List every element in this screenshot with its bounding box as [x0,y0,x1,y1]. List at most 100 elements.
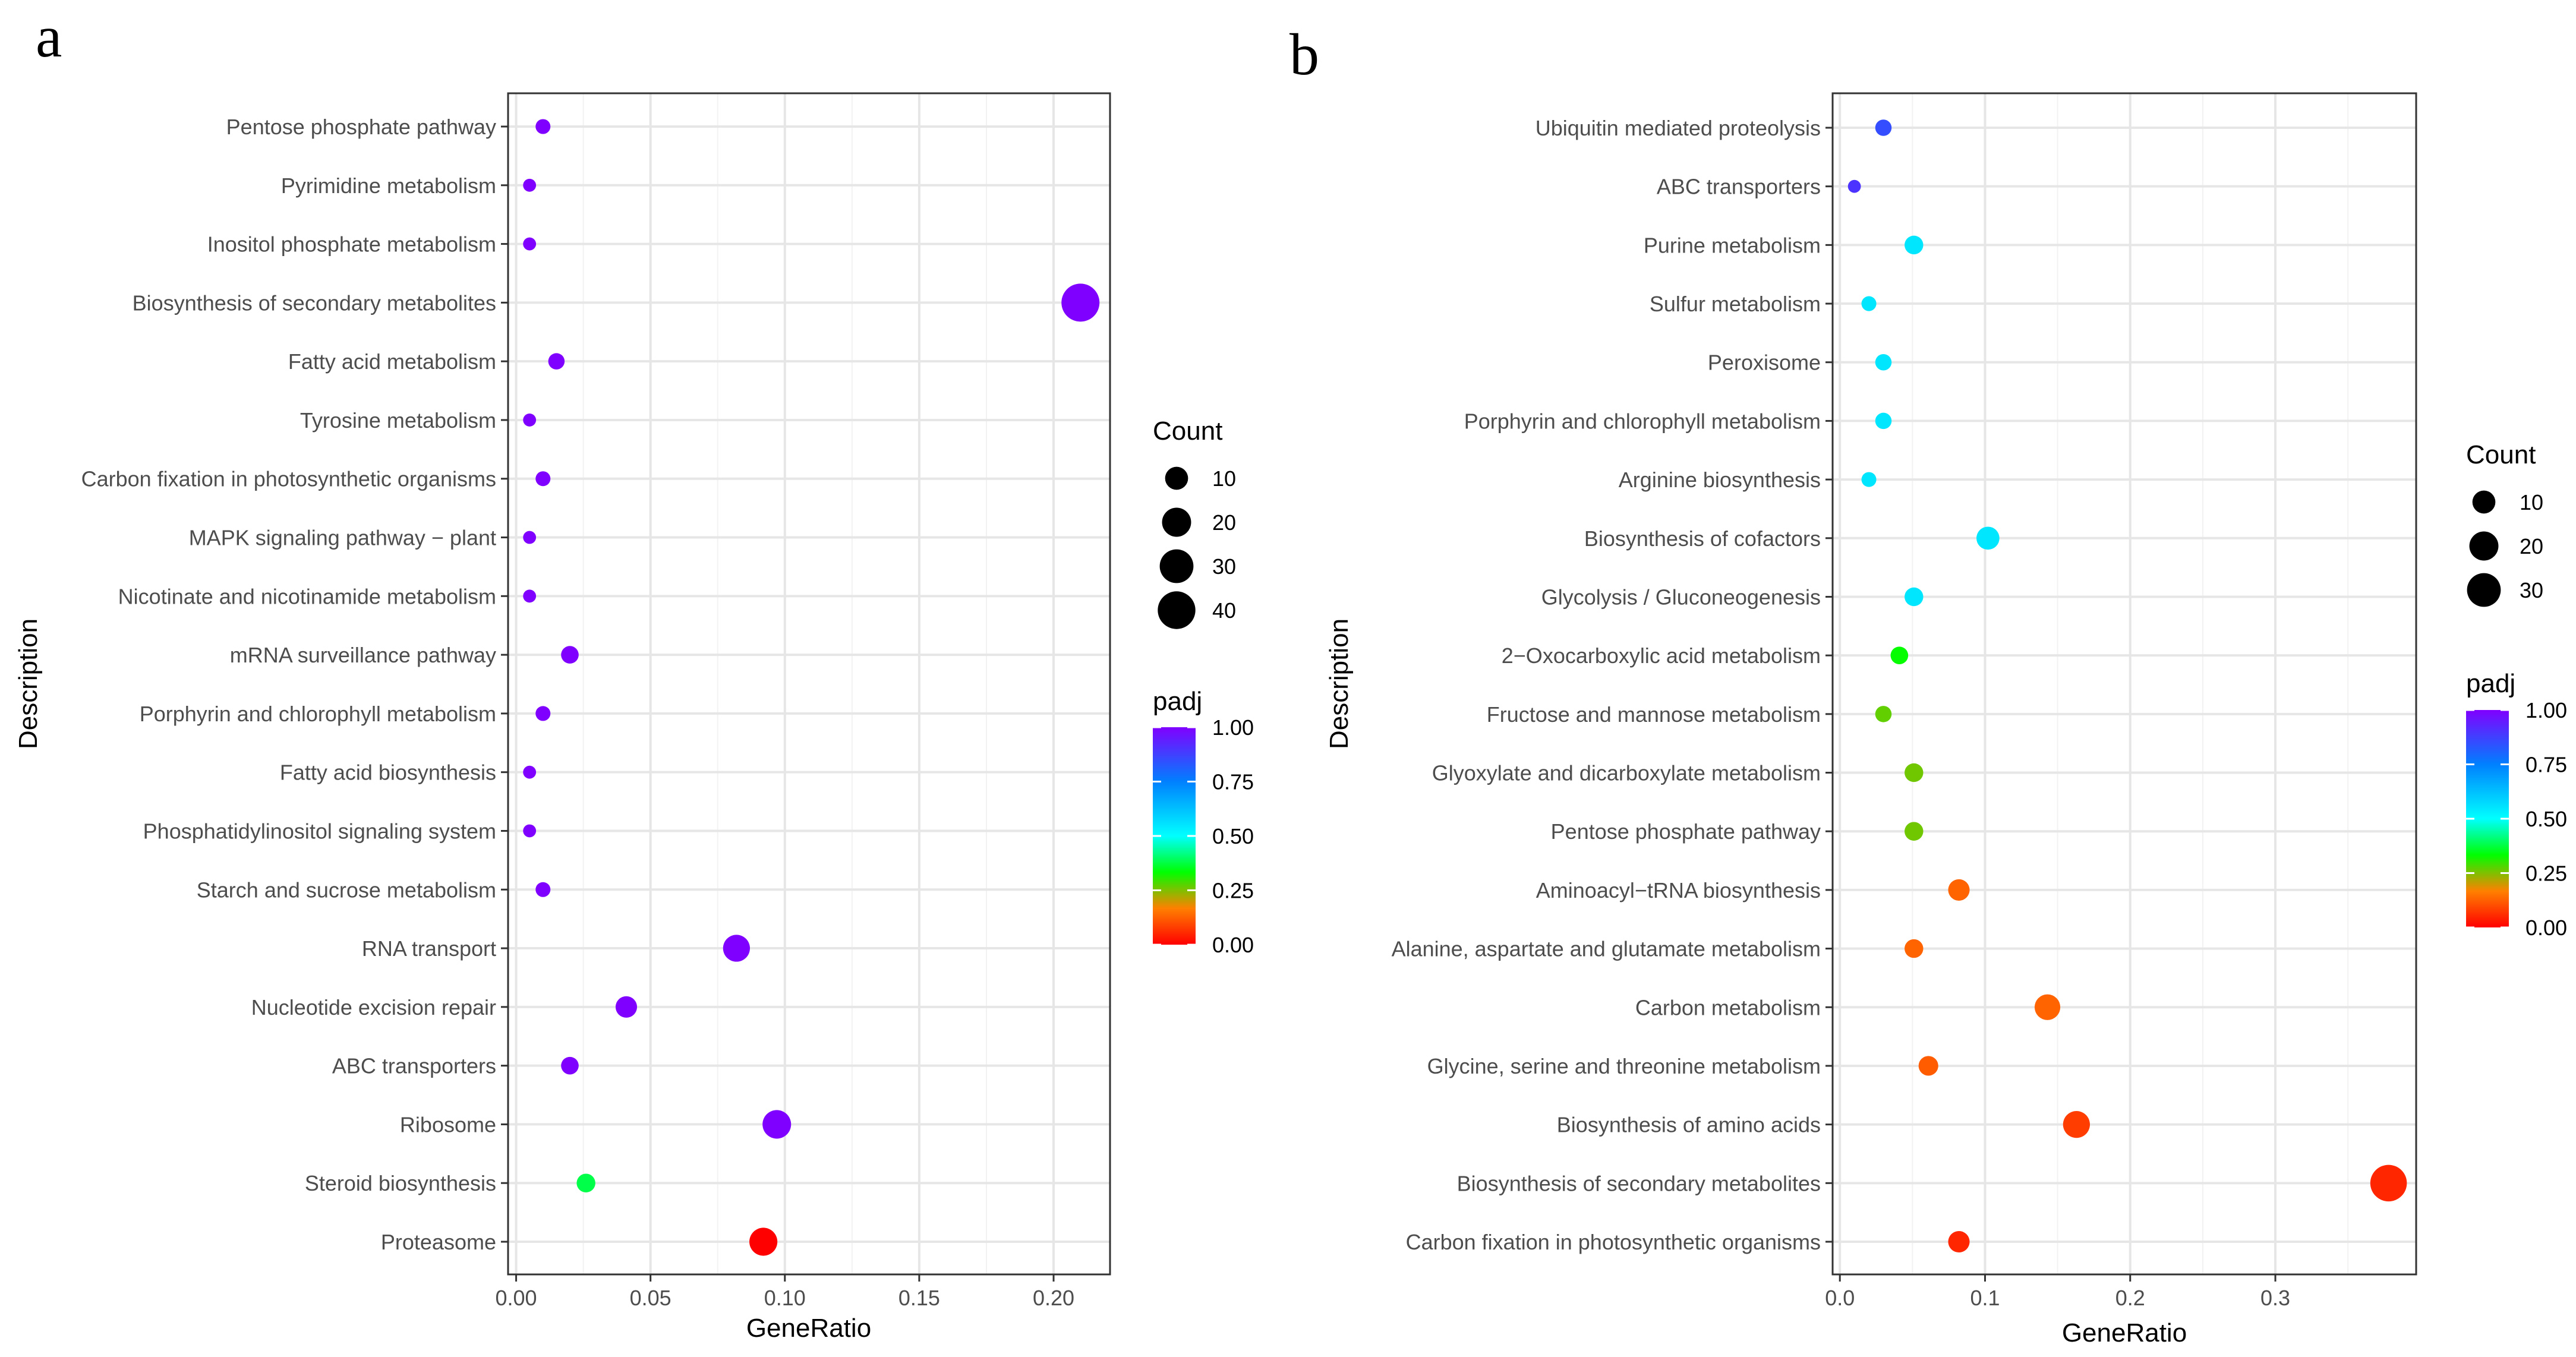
panel-b-x-ticks: 0.0 0.1 0.2 0.3 [1825,1274,2290,1310]
size-legend-dot [1165,466,1188,490]
category-label: Pentose phosphate pathway [226,115,496,139]
data-point [548,353,565,370]
data-point [2370,1165,2407,1202]
category-label: Pentose phosphate pathway [1551,819,1821,844]
category-label: Carbon metabolism [1635,995,1821,1020]
panel-b-x-axis-title: GeneRatio [2062,1318,2187,1347]
category-label: Aminoacyl−tRNA biosynthesis [1536,878,1821,902]
x-tick-label: 0.3 [2260,1286,2290,1310]
category-label: Ubiquitin mediated proteolysis [1535,116,1821,140]
data-point [1847,179,1861,193]
panel-b-size-legend: 10 20 30 [2467,490,2543,607]
data-point [1905,822,1924,841]
data-point [749,1227,778,1256]
size-legend-label: 30 [2520,578,2543,602]
panel-a-gridlines [508,93,1110,1274]
panel-a-x-ticks: 0.00 0.05 0.10 0.15 0.20 [496,1274,1074,1310]
panel-a-color-legend-title: padj [1153,687,1202,716]
category-label: Ribosome [400,1112,496,1137]
panel-b-colorbar-ticks: 0.00 0.25 0.50 0.75 1.00 [2466,698,2567,940]
panel-b-dots [1847,119,2407,1253]
colorbar-label: 0.75 [1212,770,1254,794]
data-point [523,237,537,251]
data-point [535,119,551,134]
data-point [1976,526,2000,550]
size-legend-label: 20 [2520,534,2543,558]
category-label: Glycolysis / Gluconeogenesis [1541,585,1821,609]
data-point [615,996,638,1018]
size-legend-dot [1162,507,1191,537]
data-point [576,1173,595,1192]
category-label: Biosynthesis of cofactors [1584,526,1821,551]
data-point [1918,1056,1938,1076]
data-point [1861,472,1877,487]
data-point [561,1056,579,1075]
data-point [1061,283,1100,322]
data-point [2063,1111,2091,1138]
category-label: Fructose and mannose metabolism [1487,702,1821,727]
colorbar-label: 0.00 [2525,916,2567,940]
colorbar-label: 0.00 [1212,933,1254,957]
colorbar-label: 0.25 [1212,879,1254,903]
category-label: Alanine, aspartate and glutamate metabol… [1392,937,1821,961]
panel-a-x-axis-title: GeneRatio [746,1314,871,1343]
category-label: Porphyrin and chlorophyll metabolism [140,702,496,726]
category-label: ABC transporters [332,1054,496,1078]
panel-a-plot-area [508,93,1110,1274]
data-point [535,706,551,721]
colorbar-label: 0.50 [2525,807,2567,831]
data-point [1875,119,1892,136]
panel-a-dots [523,119,1100,1256]
category-label: Porphyrin and chlorophyll metabolism [1464,409,1821,433]
panel-b-color-legend-title: padj [2466,669,2515,698]
data-point [1875,354,1892,371]
size-legend-dot [2472,490,2496,514]
panel-a-category-labels: Pentose phosphate pathway Pyrimidine meta… [81,115,508,1254]
data-point [1948,879,1970,901]
data-point [762,1110,792,1139]
panel-a-plot-border [507,92,1111,1276]
panel-a-size-legend-title: Count [1153,416,1222,446]
panel-b-letter: b [1289,21,1319,87]
data-point [1890,646,1909,664]
data-point [561,646,579,664]
category-label: Starch and sucrose metabolism [197,878,496,902]
data-point [523,824,537,838]
x-tick-label: 0.15 [898,1286,940,1310]
category-label: Carbon fixation in photosynthetic organi… [81,467,496,491]
x-tick-label: 0.1 [1970,1286,2000,1310]
data-point [523,765,537,779]
data-point [535,471,551,487]
panel-b-size-legend-title: Count [2466,440,2536,469]
category-label: 2−Oxocarboxylic acid metabolism [1502,643,1821,668]
size-legend-label: 10 [1212,466,1236,491]
panel-b-plot-area [1833,93,2416,1274]
category-label: Nicotinate and nicotinamide metabolism [118,584,496,608]
colorbar-label: 0.25 [2525,861,2567,886]
category-label: MAPK signaling pathway − plant [189,526,496,550]
category-label: Glycine, serine and threonine metabolism [1427,1054,1821,1078]
category-label: Sulfur metabolism [1650,292,1821,316]
size-legend-label: 20 [1212,510,1236,535]
category-label: Biosynthesis of amino acids [1557,1113,1821,1137]
data-point [2034,994,2061,1020]
category-label: Phosphatidylinositol signaling system [143,819,496,843]
data-point [535,882,551,897]
data-point [723,935,751,962]
size-legend-dot [2469,531,2499,561]
category-label: Pyrimidine metabolism [281,173,496,198]
x-tick-label: 0.0 [1825,1286,1855,1310]
data-point [1905,235,1924,255]
category-label: Purine metabolism [1644,233,1821,257]
size-legend-dot [2467,573,2501,607]
category-label: Carbon fixation in photosynthetic organi… [1406,1230,1821,1254]
panel-b-category-labels: Ubiquitin mediated proteolysis ABC transp… [1392,116,1833,1254]
panel-a-colorbar-ticks: 0.00 0.25 0.50 0.75 1.00 [1153,715,1254,957]
category-label: Biosynthesis of secondary metabolites [133,291,496,315]
category-label: Peroxisome [1708,351,1821,375]
x-tick-label: 0.2 [2115,1286,2145,1310]
x-tick-label: 0.10 [764,1286,806,1310]
data-point [1905,587,1924,607]
category-label: RNA transport [362,936,496,961]
